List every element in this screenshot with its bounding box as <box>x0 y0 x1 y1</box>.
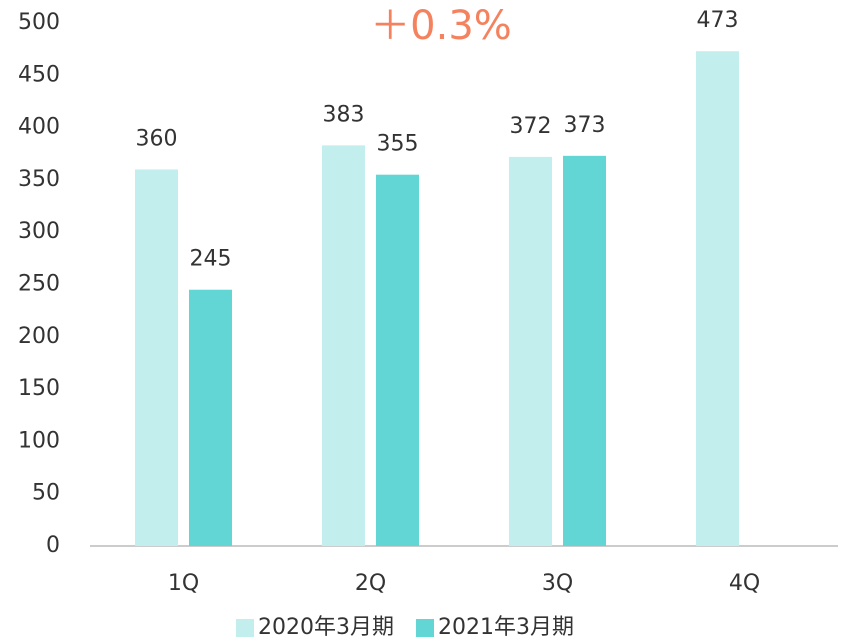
y-tick-label: 400 <box>18 115 60 140</box>
y-tick-label: 450 <box>18 62 60 87</box>
x-tick-label: 4Q <box>729 571 760 596</box>
legend-label: 2021年3月期 <box>438 615 574 640</box>
bar <box>322 145 365 546</box>
y-tick-label: 300 <box>18 219 60 244</box>
data-label: 245 <box>190 247 232 272</box>
y-tick-label: 500 <box>18 10 60 35</box>
y-tick-label: 50 <box>32 481 60 506</box>
annotation: ＋0.3% <box>370 3 512 49</box>
bar <box>509 156 552 546</box>
bar <box>563 155 606 547</box>
data-label: 355 <box>377 132 419 157</box>
y-tick-label: 250 <box>18 272 60 297</box>
data-label: 383 <box>323 102 365 127</box>
legend-label: 2020年3月期 <box>258 615 394 640</box>
data-label: 373 <box>564 113 606 138</box>
x-tick-label: 3Q <box>542 571 573 596</box>
data-label: 360 <box>136 126 178 151</box>
bar <box>376 174 419 547</box>
y-tick-label: 350 <box>18 167 60 192</box>
x-tick-label: 2Q <box>355 571 386 596</box>
y-tick-label: 100 <box>18 428 60 453</box>
x-tick-label: 1Q <box>168 571 199 596</box>
bar <box>135 169 178 546</box>
legend-swatch <box>236 619 254 637</box>
y-tick-label: 150 <box>18 376 60 401</box>
y-tick-label: 0 <box>46 533 60 558</box>
bar <box>696 51 739 546</box>
y-tick-label: 200 <box>18 324 60 349</box>
data-label: 473 <box>697 8 739 33</box>
bar <box>189 289 232 546</box>
legend-swatch <box>416 619 434 637</box>
data-label: 372 <box>510 114 552 139</box>
